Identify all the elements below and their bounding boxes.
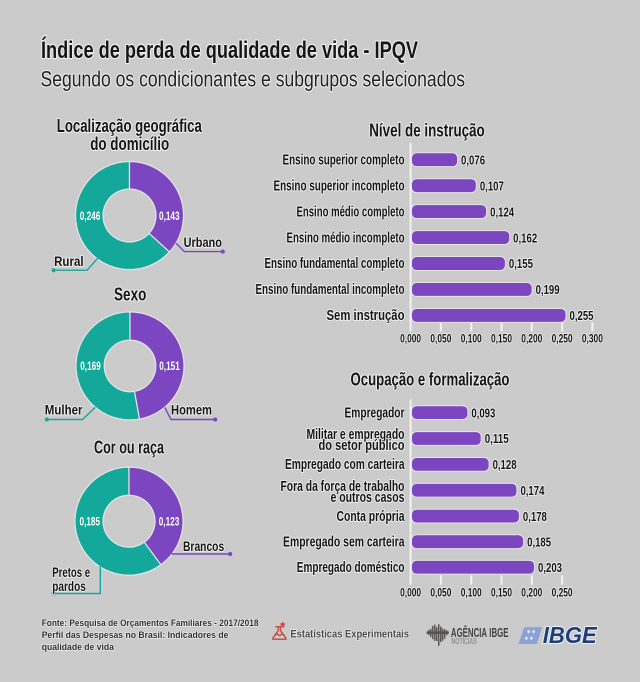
svg-text:0,000: 0,000 xyxy=(400,585,421,599)
svg-text:0,185: 0,185 xyxy=(527,534,551,549)
svg-text:0,203: 0,203 xyxy=(538,560,562,575)
svg-text:0,150: 0,150 xyxy=(491,585,512,599)
svg-text:Perfil das Despesas no Brasil:: Perfil das Despesas no Brasil: Indicador… xyxy=(42,630,229,641)
svg-text:Estatísticas Experimentais: Estatísticas Experimentais xyxy=(290,628,409,640)
svg-text:0,300: 0,300 xyxy=(582,332,603,346)
svg-text:AGÊNCIA IBGE: AGÊNCIA IBGE xyxy=(451,625,509,640)
svg-text:Localização geográfica: Localização geográfica xyxy=(57,115,203,136)
svg-text:Ensino superior completo: Ensino superior completo xyxy=(283,152,405,168)
svg-text:pardos: pardos xyxy=(52,579,86,594)
svg-text:0,100: 0,100 xyxy=(461,585,482,599)
svg-text:0,250: 0,250 xyxy=(552,585,573,599)
svg-text:Segundo os condicionantes e su: Segundo os condicionantes e subgrupos se… xyxy=(41,67,466,92)
svg-text:0,250: 0,250 xyxy=(552,332,573,346)
svg-text:0,255: 0,255 xyxy=(570,308,594,323)
svg-text:0,093: 0,093 xyxy=(471,405,495,420)
svg-text:Sexo: Sexo xyxy=(114,283,146,304)
svg-text:Ensino fundamental incompleto: Ensino fundamental incompleto xyxy=(256,282,405,298)
svg-text:Índice de perda de qualidade d: Índice de perda de qualidade de vida - I… xyxy=(41,36,418,64)
svg-text:qualidade de vida: qualidade de vida xyxy=(42,642,115,653)
svg-text:e outros casos: e outros casos xyxy=(331,490,405,506)
svg-text:Homem: Homem xyxy=(171,403,212,418)
svg-text:0,115: 0,115 xyxy=(485,431,509,446)
svg-text:Militar e empregado: Militar e empregado xyxy=(307,427,405,443)
svg-text:Urbano: Urbano xyxy=(184,235,222,250)
svg-text:Empregado sem carteira: Empregado sem carteira xyxy=(283,534,405,550)
svg-text:0,185: 0,185 xyxy=(80,514,101,528)
svg-text:0,107: 0,107 xyxy=(480,178,504,193)
svg-text:IBGE: IBGE xyxy=(543,622,598,648)
svg-text:Empregado doméstico: Empregado doméstico xyxy=(297,560,405,576)
svg-text:Fora da força de trabalho: Fora da força de trabalho xyxy=(281,479,405,495)
svg-text:0,124: 0,124 xyxy=(490,204,515,219)
svg-text:0,162: 0,162 xyxy=(513,230,537,245)
svg-text:0,178: 0,178 xyxy=(523,509,547,524)
svg-text:0,100: 0,100 xyxy=(461,332,482,346)
svg-text:0,200: 0,200 xyxy=(521,585,542,599)
svg-text:0,128: 0,128 xyxy=(493,457,517,472)
svg-text:Empregado com carteira: Empregado com carteira xyxy=(285,457,405,473)
svg-text:Cor ou raça: Cor ou raça xyxy=(94,437,164,458)
svg-text:do setor público: do setor público xyxy=(319,438,405,454)
svg-text:Ensino superior incompleto: Ensino superior incompleto xyxy=(274,178,405,194)
svg-text:0,076: 0,076 xyxy=(461,152,485,167)
svg-text:0,155: 0,155 xyxy=(509,256,533,271)
svg-text:Empregador: Empregador xyxy=(345,405,405,421)
svg-text:Ocupação e formalização: Ocupação e formalização xyxy=(351,368,510,389)
svg-text:0,123: 0,123 xyxy=(159,514,180,528)
svg-text:Fonte: Pesquisa de Orçamentos: Fonte: Pesquisa de Orçamentos Familiares… xyxy=(42,618,259,629)
svg-text:Pretos e: Pretos e xyxy=(52,565,90,580)
svg-text:0,050: 0,050 xyxy=(430,332,451,346)
svg-text:do domicílio: do domicílio xyxy=(90,133,169,154)
svg-text:0,000: 0,000 xyxy=(400,332,421,346)
svg-text:0,050: 0,050 xyxy=(430,585,451,599)
svg-text:0,199: 0,199 xyxy=(536,282,560,297)
svg-text:0,143: 0,143 xyxy=(159,209,180,223)
svg-text:Ensino fundamental completo: Ensino fundamental completo xyxy=(265,256,405,272)
svg-text:Ensino médio incompleto: Ensino médio incompleto xyxy=(287,230,405,246)
svg-text:0,151: 0,151 xyxy=(159,359,180,373)
svg-text:0,246: 0,246 xyxy=(80,209,101,223)
svg-text:Ensino médio completo: Ensino médio completo xyxy=(297,204,405,220)
svg-text:Rural: Rural xyxy=(54,254,84,269)
svg-text:Nível de instrução: Nível de instrução xyxy=(369,120,485,141)
svg-text:0,200: 0,200 xyxy=(521,332,542,346)
svg-text:NOTÍCIAS: NOTÍCIAS xyxy=(451,636,476,646)
svg-text:Mulher: Mulher xyxy=(45,403,83,418)
svg-text:0,150: 0,150 xyxy=(491,332,512,346)
svg-text:Brancos: Brancos xyxy=(183,539,224,554)
svg-text:0,174: 0,174 xyxy=(520,483,545,498)
svg-text:Sem instrução: Sem instrução xyxy=(327,308,405,324)
svg-text:Conta própria: Conta própria xyxy=(337,509,406,525)
svg-text:0,169: 0,169 xyxy=(80,359,101,373)
